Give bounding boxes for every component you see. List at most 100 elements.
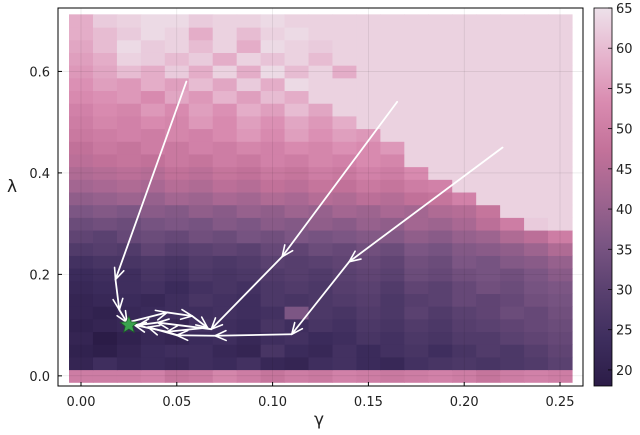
heatmap-cell	[164, 255, 190, 269]
trajectory-segment	[281, 100, 399, 258]
heatmap-cell	[188, 52, 214, 66]
heatmap-cell	[428, 115, 453, 130]
heatmap-cell	[236, 153, 262, 168]
heatmap-cell	[188, 14, 214, 28]
heatmap-cell	[524, 77, 549, 92]
heatmap-cell	[188, 242, 214, 256]
heatmap-cell	[500, 191, 525, 206]
heatmap-cell	[69, 153, 94, 168]
heatmap-cell	[524, 52, 549, 66]
heatmap-cell	[308, 65, 334, 79]
heatmap-cell	[164, 217, 190, 231]
heatmap-cell	[236, 229, 262, 244]
heatmap-cell	[380, 39, 405, 53]
heatmap-cell	[260, 166, 286, 180]
heatmap-cell	[404, 52, 429, 66]
trajectory-segment	[348, 146, 504, 263]
heatmap-cell	[452, 344, 477, 358]
heatmap-cell	[212, 27, 238, 41]
heatmap-cell	[69, 77, 94, 92]
heatmap-cell	[188, 306, 214, 320]
heatmap-cell	[428, 318, 453, 333]
heatmap-cell	[308, 27, 334, 41]
heatmap-cell	[524, 14, 549, 28]
heatmap-cell	[164, 153, 190, 168]
heatmap-cell	[212, 217, 238, 231]
heatmap-cell	[284, 255, 310, 269]
trajectory-segment	[166, 311, 194, 317]
heatmap-cell	[284, 356, 310, 371]
heatmap-cell	[116, 179, 142, 193]
heatmap-cell	[332, 115, 358, 130]
heatmap-cell	[380, 255, 405, 269]
colorbar-tick-label: 45	[616, 163, 633, 178]
heatmap-cell	[69, 268, 94, 282]
heatmap-cell	[212, 229, 238, 244]
heatmap-cell	[476, 356, 501, 371]
heatmap-cell	[332, 128, 358, 142]
heatmap-cell	[452, 179, 477, 193]
heatmap-cell	[332, 293, 358, 307]
heatmap-cell	[69, 242, 94, 256]
heatmap-cell	[476, 115, 501, 130]
heatmap-cell	[164, 229, 190, 244]
heatmap-cell	[500, 255, 525, 269]
heatmap-cell	[188, 191, 214, 206]
heatmap-cell	[92, 255, 118, 269]
colorbar-tick-label: 35	[616, 243, 633, 258]
colorbar: 20 25 30 35 40 45 50 55 60 65	[593, 2, 633, 387]
heatmap-cell	[452, 229, 477, 244]
y-tick-label: 0.6	[29, 65, 50, 80]
heatmap-cell	[308, 255, 334, 269]
heatmap-cell	[236, 115, 262, 130]
heatmap-cell	[500, 14, 525, 28]
heatmap-cell	[116, 141, 142, 155]
heatmap-cell	[284, 153, 310, 168]
heatmap-cell	[548, 103, 573, 117]
heatmap-cell	[428, 242, 453, 256]
heatmap-cell	[212, 90, 238, 104]
heatmap-cell	[164, 179, 190, 193]
heatmap-cell	[380, 153, 405, 168]
heatmap-cell	[260, 27, 286, 41]
heatmap-cell	[548, 14, 573, 28]
heatmap-cell	[69, 115, 94, 130]
heatmap-cell	[500, 331, 525, 345]
heatmap-cell	[69, 141, 94, 155]
heatmap-cell	[476, 179, 501, 193]
heatmap-cell	[428, 191, 453, 206]
heatmap-cell	[92, 217, 118, 231]
heatmap-cell	[116, 369, 142, 383]
heatmap-cell	[308, 356, 334, 371]
heatmap-cell	[140, 255, 166, 269]
heatmap-cell	[308, 318, 334, 333]
heatmap-cell	[548, 179, 573, 193]
heatmap-cell	[548, 229, 573, 244]
heatmap-cell	[284, 90, 310, 104]
heatmap-cell	[140, 280, 166, 294]
heatmap-cell	[500, 280, 525, 294]
heatmap-cell	[380, 318, 405, 333]
optimum-star-marker	[119, 315, 139, 334]
heatmap-cell	[356, 77, 381, 92]
heatmap-cell	[284, 27, 310, 41]
heatmap-cell	[140, 191, 166, 206]
heatmap-cell	[404, 27, 429, 41]
heatmap-cell	[332, 179, 358, 193]
heatmap-cell	[69, 65, 94, 79]
heatmap-cell	[476, 52, 501, 66]
heatmap-cell	[260, 293, 286, 307]
heatmap-cell	[212, 128, 238, 142]
heatmap-cell	[116, 166, 142, 180]
heatmap-cell	[356, 166, 381, 180]
heatmap-cell	[500, 103, 525, 117]
heatmap-cell	[404, 65, 429, 79]
heatmap-cell	[260, 344, 286, 358]
heatmap-cell	[404, 153, 429, 168]
heatmap-cell	[548, 166, 573, 180]
heatmap-cell	[236, 306, 262, 320]
heatmap-cell	[476, 103, 501, 117]
heatmap-cell	[428, 128, 453, 142]
heatmap-cell	[284, 166, 310, 180]
